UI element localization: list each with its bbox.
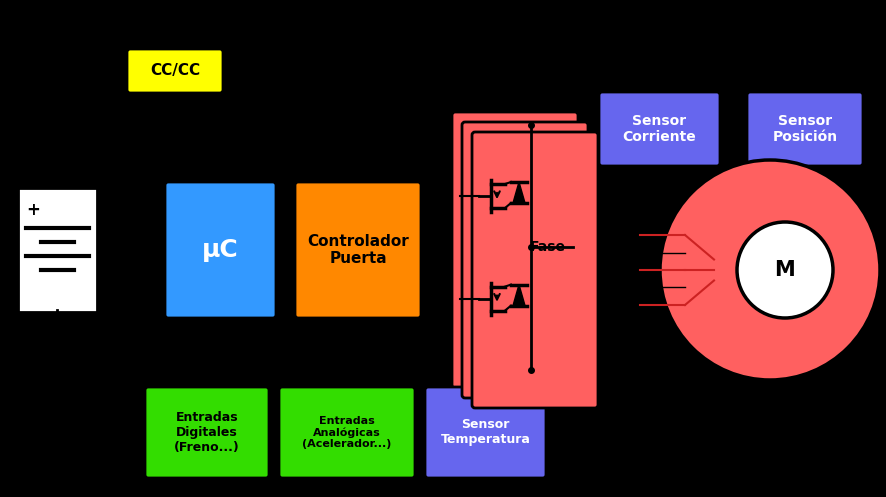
FancyBboxPatch shape [127,49,223,93]
FancyBboxPatch shape [462,122,588,398]
Polygon shape [513,285,525,306]
Circle shape [737,222,833,318]
FancyBboxPatch shape [425,387,546,478]
Text: +: + [26,201,40,219]
Text: μC: μC [202,238,239,262]
Text: A: A [645,219,652,229]
Text: Entradas
Digitales
(Freno...): Entradas Digitales (Freno...) [175,411,240,454]
Text: Fase: Fase [530,241,565,254]
FancyBboxPatch shape [18,188,97,312]
FancyBboxPatch shape [599,92,720,166]
FancyBboxPatch shape [145,387,269,478]
Text: CC/CC: CC/CC [150,64,200,79]
FancyBboxPatch shape [452,112,578,388]
Text: Sensor
Temperatura: Sensor Temperatura [440,418,531,446]
FancyBboxPatch shape [165,182,276,318]
FancyBboxPatch shape [472,132,598,408]
Text: Sensor
Posición: Sensor Posición [773,114,837,144]
FancyBboxPatch shape [295,182,421,318]
FancyBboxPatch shape [747,92,863,166]
Text: Entradas
Analógicas
(Acelerador...): Entradas Analógicas (Acelerador...) [302,415,392,449]
Text: B: B [645,254,652,264]
FancyBboxPatch shape [279,387,415,478]
Text: C: C [645,289,652,299]
Polygon shape [513,182,525,203]
Text: M: M [774,260,796,280]
Text: Sensor
Corriente: Sensor Corriente [623,114,696,144]
Circle shape [660,160,880,380]
Text: Controlador
Puerta: Controlador Puerta [307,234,408,266]
